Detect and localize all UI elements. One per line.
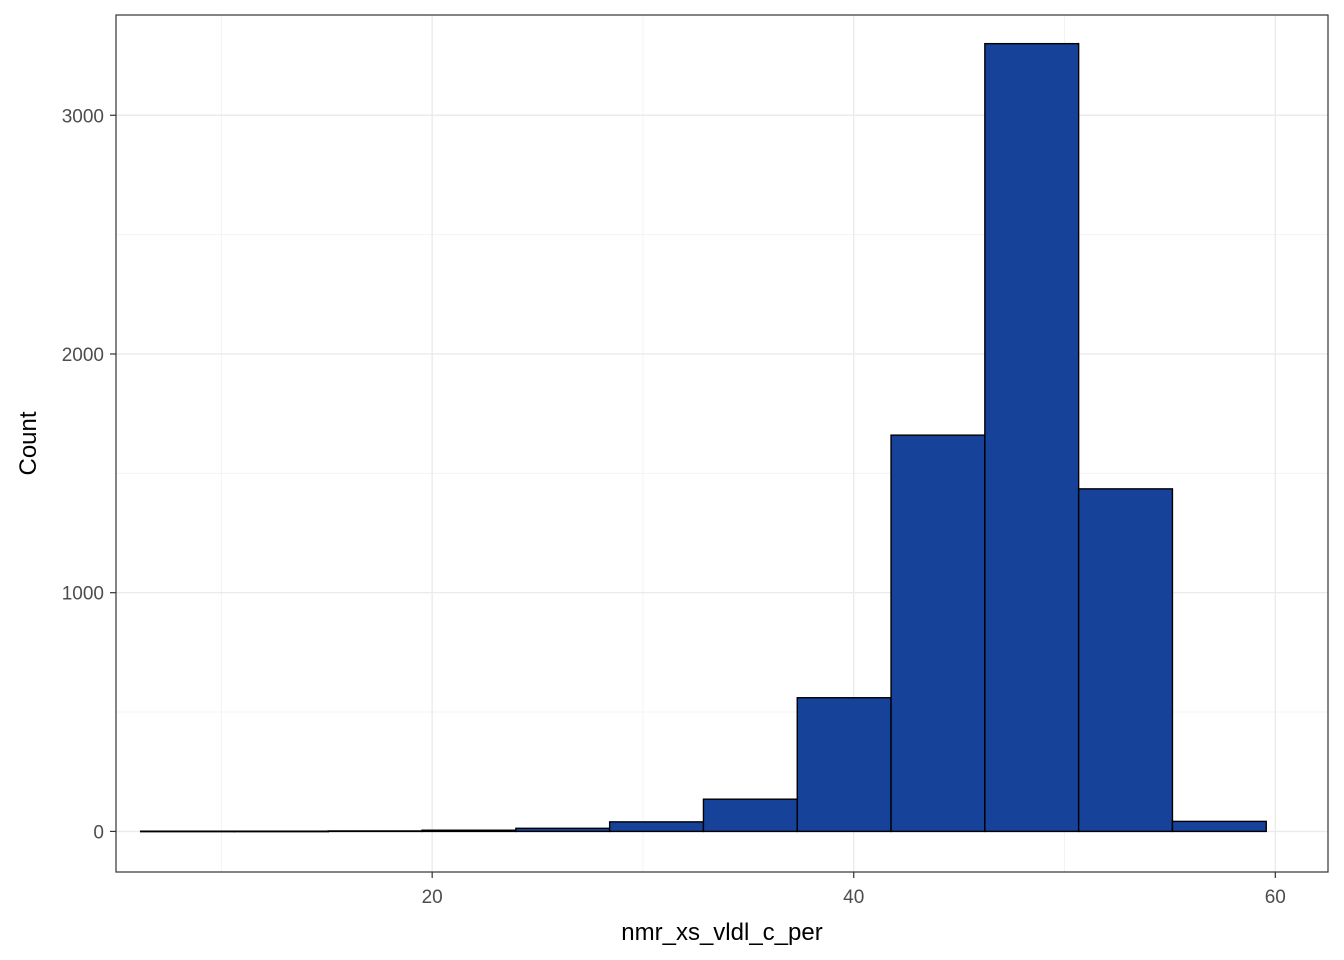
- histogram-bars: [139, 42, 1267, 833]
- y-tick-label: 1000: [62, 584, 104, 605]
- histogram-bar-7: [702, 798, 798, 833]
- histogram-bar-5: [515, 827, 611, 833]
- x-axis-title: nmr_xs_vldl_c_per: [621, 919, 822, 946]
- y-tick-label: 3000: [62, 106, 104, 127]
- x-tick-label: 60: [1265, 887, 1286, 908]
- histogram-bar-4: [421, 829, 517, 833]
- x-tick-label: 20: [422, 887, 443, 908]
- histogram-bar-6: [608, 821, 705, 833]
- histogram-bar-11: [1077, 488, 1174, 833]
- histogram-bar-2: [233, 830, 329, 833]
- x-tick-label: 40: [843, 887, 864, 908]
- y-tick-label: 2000: [62, 345, 104, 366]
- histogram-bar-1: [139, 830, 236, 833]
- y-axis-title: Count: [15, 411, 42, 475]
- y-axis: 0 1000 2000 3000: [62, 106, 116, 843]
- x-axis: 20 40 60: [422, 872, 1286, 908]
- histogram-bar-12: [1171, 820, 1267, 833]
- panel-border: [115, 14, 1329, 873]
- histogram-bar-10: [984, 42, 1080, 833]
- histogram-bar-8: [796, 697, 892, 833]
- y-tick-label: 0: [93, 822, 104, 843]
- histogram-bar-9: [890, 434, 986, 833]
- histogram-bar-3: [327, 830, 423, 833]
